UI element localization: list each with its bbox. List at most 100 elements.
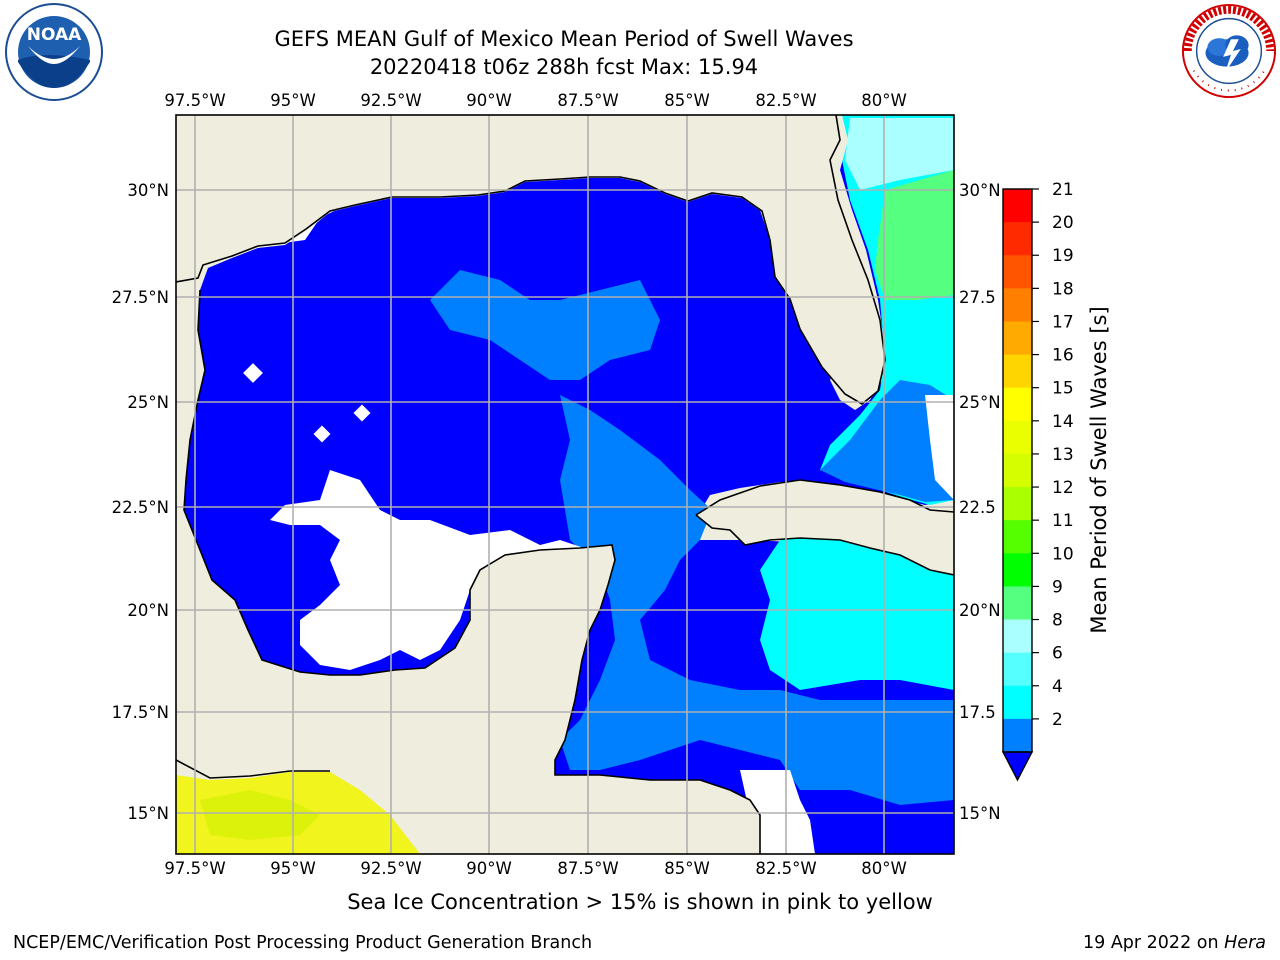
colorbar-tick-label: 6: [1052, 644, 1063, 664]
colorbar-segment: [1003, 487, 1032, 521]
colorbar-segment: [1003, 387, 1032, 422]
lat-tick-label: 30°N: [959, 181, 1001, 200]
lat-tick-label: 22.5°N: [112, 498, 169, 517]
lat-tick-label: 17.5°N: [112, 703, 169, 722]
graticule: [176, 115, 954, 854]
colorbar-tick-label: 14: [1052, 412, 1074, 432]
lon-tick-label: 90°W: [466, 859, 512, 878]
caption: Sea Ice Concentration > 15% is shown in …: [347, 890, 933, 914]
colorbar-tick-label: 20: [1052, 213, 1074, 233]
map-panel: [176, 115, 954, 854]
colorbar: 21 20 19 18 17 16 15 14 13 12 11 10 9 8 6 4 2: [1001, 180, 1074, 782]
lat-tick-label: 15°N: [127, 804, 169, 823]
land-florida: [828, 115, 884, 410]
colorbar-tick-label: 9: [1052, 577, 1063, 597]
lat-labels-left: 30°N 27.5°N 25°N 22.5°N 20°N 17.5°N 15°N: [112, 181, 169, 823]
coastline: [176, 115, 886, 405]
colorbar-tick-label: 19: [1052, 246, 1074, 266]
colorbar-segment: [1003, 420, 1032, 455]
colorbar-segment: [1003, 189, 1032, 223]
colorbar-segment: [1003, 222, 1032, 256]
lat-tick-label: 30°N: [127, 181, 169, 200]
colorbar-segment: [1003, 586, 1032, 621]
colorbar-tick-label: 2: [1052, 710, 1063, 730]
no-data-campeche: [270, 470, 610, 670]
medium-blue-channel-region: [560, 395, 954, 805]
lon-labels-bottom: 97.5°W 95°W 92.5°W 90°W 87.5°W 85°W 82.5°W 80°W: [164, 859, 906, 878]
colorbar-tick-label: 18: [1052, 279, 1074, 299]
colorbar-tick-label: 12: [1052, 478, 1074, 498]
colorbar-segment: [1003, 619, 1032, 654]
colorbar-segment: [1003, 354, 1032, 389]
noaa-logo-text: NOAA: [27, 25, 82, 45]
colorbar-segment: [1003, 288, 1032, 322]
colorbar-segment: [1003, 553, 1032, 587]
lon-tick-label: 92.5°W: [360, 91, 421, 110]
lat-labels-right: 30°N 27.5 25°N 22.5 20°N 17.5 15°N: [959, 181, 1001, 823]
footer-host: Hera: [1224, 933, 1266, 953]
lon-tick-label: 80°W: [861, 91, 907, 110]
colorbar-segment: [1003, 453, 1032, 488]
colorbar-tick-label: 21: [1052, 180, 1074, 200]
chart-subtitle: 20220418 t06z 288h fcst Max: 15.94: [369, 55, 759, 79]
lon-tick-label: 95°W: [270, 859, 316, 878]
chart-title: GEFS MEAN Gulf of Mexico Mean Period of …: [274, 27, 854, 51]
lon-tick-label: 85°W: [664, 859, 710, 878]
footer-date-text: 19 Apr 2022 on: [1083, 933, 1225, 953]
lat-tick-label: 22.5: [959, 498, 996, 517]
colorbar-segment: [1003, 718, 1032, 753]
colorbar-tick-label: 16: [1052, 346, 1074, 366]
lon-labels-top: 97.5°W 95°W 92.5°W 90°W 87.5°W 85°W 82.5°W 80°W: [164, 91, 906, 110]
lat-tick-label: 25°N: [127, 393, 169, 412]
colorbar-tick-label: 17: [1052, 312, 1074, 332]
footer-credit: NCEP/EMC/Verification Post Processing Pr…: [13, 933, 593, 953]
lon-tick-label: 85°W: [664, 91, 710, 110]
footer-date: 19 Apr 2022 on Hera: [1083, 933, 1266, 953]
no-data-diamond-3: [313, 425, 331, 443]
atlantic-green-region: [875, 170, 954, 300]
land-cuba: [696, 480, 954, 575]
noaa-logo: NOAA: [5, 3, 103, 101]
lon-tick-label: 90°W: [466, 91, 512, 110]
colorbar-segment: [1003, 520, 1032, 554]
sea-ice-lime-patches: [200, 790, 320, 840]
no-data-diamond-1: [243, 363, 263, 383]
lat-tick-label: 17.5: [959, 703, 996, 722]
colorbar-segment: [1003, 685, 1032, 720]
no-data-diamond-2: [353, 404, 371, 422]
colorbar-tick-label: 4: [1052, 677, 1063, 697]
lon-tick-label: 87.5°W: [557, 91, 618, 110]
lat-tick-label: 25°N: [959, 393, 1001, 412]
colorbar-segment: [1003, 652, 1032, 687]
colorbar-extend-arrow: [1001, 751, 1034, 782]
map-frame: [175, 114, 955, 855]
lat-tick-label: 20°N: [127, 601, 169, 620]
lon-tick-label: 82.5°W: [755, 859, 816, 878]
nws-logo: [1181, 3, 1277, 99]
lon-tick-label: 87.5°W: [557, 859, 618, 878]
lon-tick-label: 92.5°W: [360, 859, 421, 878]
atlantic-light-cyan-region: [845, 118, 954, 190]
lat-tick-label: 20°N: [959, 601, 1001, 620]
lat-tick-label: 15°N: [959, 804, 1001, 823]
colorbar-tick-label: 11: [1052, 511, 1074, 531]
lon-tick-label: 82.5°W: [755, 91, 816, 110]
colorbar-label: Mean Period of Swell Waves [s]: [1087, 306, 1111, 633]
colorbar-tick-label: 10: [1052, 544, 1074, 564]
colorbar-tick-label: 15: [1052, 379, 1074, 399]
lon-tick-label: 97.5°W: [164, 91, 225, 110]
colorbar-segment: [1003, 255, 1032, 289]
medium-blue-atlantic-edge: [820, 380, 954, 502]
lon-tick-label: 80°W: [861, 859, 907, 878]
colorbar-tick-label: 13: [1052, 445, 1074, 465]
lat-tick-label: 27.5°N: [112, 288, 169, 307]
colorbar-outline: [1002, 188, 1033, 753]
colorbar-segment: [1003, 321, 1032, 356]
coastline-mexico: [176, 289, 761, 854]
colorbar-tick-label: 8: [1052, 611, 1063, 631]
lon-tick-label: 97.5°W: [164, 859, 225, 878]
lat-tick-label: 27.5: [959, 288, 996, 307]
no-data-bahamas: [925, 395, 954, 500]
lon-tick-label: 95°W: [270, 91, 316, 110]
